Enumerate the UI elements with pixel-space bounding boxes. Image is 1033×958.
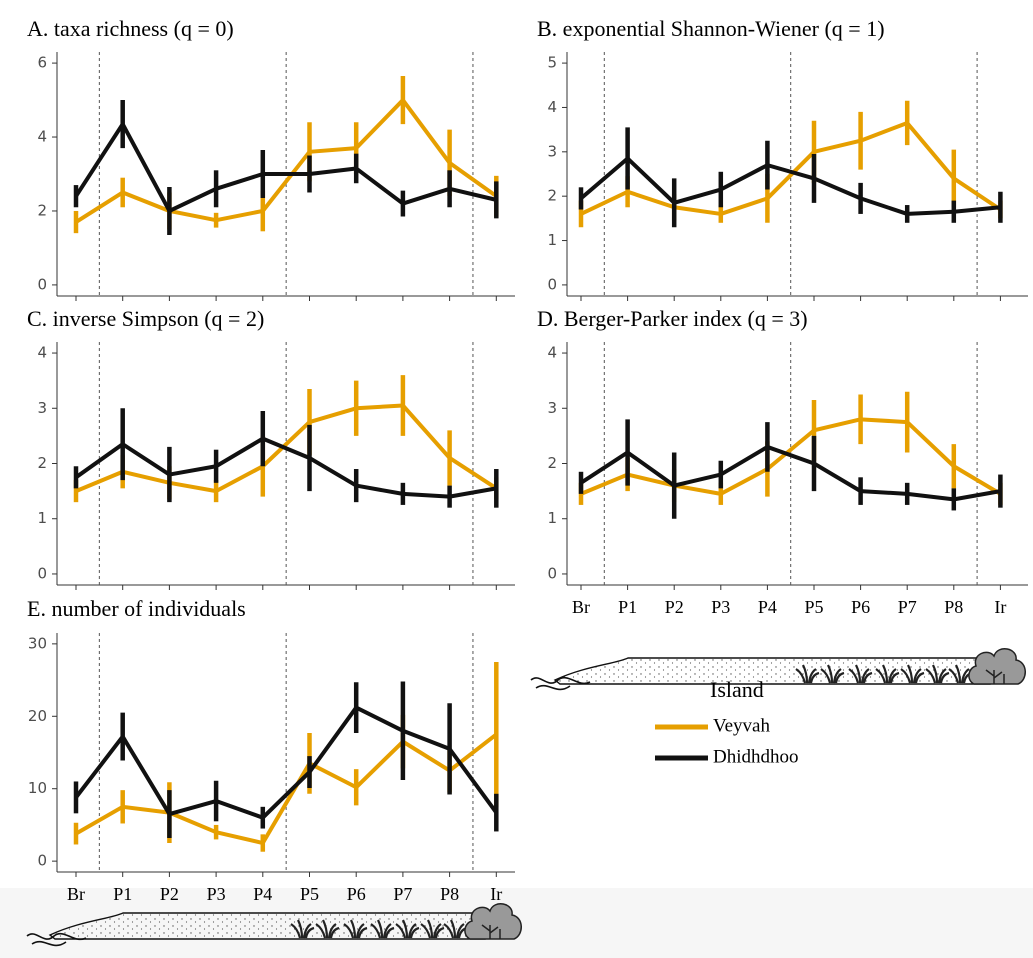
y-tick-label: 30 [28,634,47,652]
y-tick-label: 4 [547,98,557,116]
x-tick-label: P7 [393,884,412,904]
series-line [581,447,1000,499]
x-tick-label: P2 [665,597,684,617]
y-tick-label: 0 [37,275,47,293]
y-tick-label: 2 [37,454,47,472]
legend-label: Veyvah [713,715,770,736]
panel-title: D. Berger-Parker index (q = 3) [537,306,808,331]
panel-title: A. taxa richness (q = 0) [27,16,234,41]
panel: D. Berger-Parker index (q = 3) 0 1 2 3 4 Br P1 P… [537,306,1028,617]
y-tick-label: 2 [547,454,557,472]
y-tick-label: 4 [37,128,47,146]
island-illustration [531,649,1025,690]
x-tick-label: P8 [944,597,963,617]
y-tick-label: 2 [547,187,557,205]
y-tick-label: 6 [37,54,47,72]
panel-title: E. number of individuals [27,596,246,621]
x-tick-label: P2 [160,884,179,904]
x-tick-label: P1 [113,884,132,904]
y-tick-label: 4 [37,344,47,362]
x-tick-label: P3 [711,597,730,617]
x-tick-label: P4 [253,884,272,904]
x-tick-label: P5 [804,597,823,617]
y-tick-label: 3 [547,399,557,417]
panel: C. inverse Simpson (q = 2) 0 1 2 3 4 [27,306,515,590]
panel-title: C. inverse Simpson (q = 2) [27,306,264,331]
y-tick-label: 3 [37,399,47,417]
panel-title: B. exponential Shannon-Wiener (q = 1) [537,16,885,41]
x-tick-label: P4 [758,597,777,617]
island-illustration [0,888,1033,958]
legend-title: Island [710,677,764,702]
y-tick-label: 0 [547,275,557,293]
y-tick-label: 3 [547,142,557,160]
y-tick-label: 1 [547,509,557,527]
x-tick-label: Ir [994,597,1006,617]
x-tick-label: P6 [851,597,870,617]
panel: B. exponential Shannon-Wiener (q = 1) 0 1 2… [537,16,1028,301]
y-tick-label: 2 [37,201,47,219]
y-tick-label: 0 [37,564,47,582]
x-tick-label: P7 [898,597,917,617]
y-tick-label: 10 [28,779,47,797]
y-tick-label: 0 [37,852,47,870]
panel: E. number of individuals 0 10 20 30 Br P1 P2 P3 P… [27,596,515,904]
x-tick-label: Br [572,597,590,617]
x-tick-label: P6 [347,884,366,904]
legend: Island Veyvah Dhidhdhoo [655,677,799,767]
x-tick-label: Br [67,884,85,904]
y-tick-label: 1 [547,231,557,249]
x-tick-label: P8 [440,884,459,904]
figure: Island Veyvah Dhidhdhoo A. taxa richness … [0,0,1033,958]
x-tick-label: P5 [300,884,319,904]
legend-label: Dhidhdhoo [713,746,799,767]
y-tick-label: 5 [547,54,557,72]
y-tick-label: 20 [28,707,47,725]
y-tick-label: 4 [547,344,557,362]
y-tick-label: 1 [37,509,47,527]
x-tick-label: P1 [618,597,637,617]
y-tick-label: 0 [547,564,557,582]
x-tick-label: P3 [207,884,226,904]
x-tick-label: Ir [490,884,502,904]
panel: A. taxa richness (q = 0) 0 2 4 6 [27,16,515,301]
